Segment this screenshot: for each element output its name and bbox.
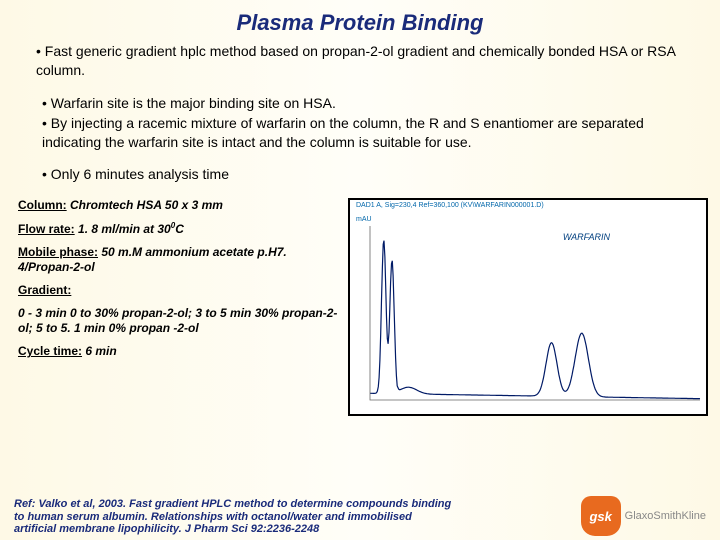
bullet-item: • By injecting a racemic mixture of warf… — [42, 114, 692, 152]
param-value: Chromtech HSA 50 x 3 mm — [70, 198, 223, 212]
bullet-block-3: • Only 6 minutes analysis time — [0, 165, 720, 184]
gsk-badge-icon: gsk — [581, 496, 621, 536]
bullet-block-1: • Fast generic gradient hplc method base… — [0, 42, 720, 80]
bullet-block-2: • Warfarin site is the major binding sit… — [0, 94, 720, 152]
param-name: Gradient: — [18, 283, 71, 297]
param-name: Flow rate: — [18, 222, 75, 236]
bullet-text: By injecting a racemic mixture of warfar… — [42, 115, 644, 150]
param-name: Cycle time: — [18, 344, 82, 358]
chart-axis-unit: mAU — [356, 216, 372, 223]
param-name: Mobile phase: — [18, 245, 98, 259]
bullet-text: Only 6 minutes analysis time — [51, 166, 229, 182]
bullet-text: Fast generic gradient hplc method based … — [36, 43, 675, 78]
param-mobile: Mobile phase: 50 m.M ammonium acetate p.… — [18, 245, 340, 275]
bullet-text: Warfarin site is the major binding site … — [51, 95, 336, 111]
company-name: GlaxoSmithKline — [625, 510, 706, 522]
bullet-item: • Warfarin site is the major binding sit… — [42, 94, 692, 113]
param-column: Column: Chromtech HSA 50 x 3 mm — [18, 198, 340, 213]
reference-text: Ref: Valko et al, 2003. Fast gradient HP… — [14, 498, 454, 536]
chart-compound-label: WARFARIN — [563, 232, 610, 242]
method-params: Column: Chromtech HSA 50 x 3 mm Flow rat… — [18, 198, 340, 416]
param-value: 1. 8 ml/min at 30 — [78, 222, 171, 236]
slide-footer: Ref: Valko et al, 2003. Fast gradient HP… — [0, 496, 720, 536]
chart-header-text: DAD1 A, Sig=230,4 Ref=360,100 (KV\WARFAR… — [356, 202, 544, 209]
param-name: Column: — [18, 198, 67, 212]
param-gradient-label: Gradient: — [18, 283, 340, 298]
bullet-item: • Fast generic gradient hplc method base… — [36, 42, 692, 80]
slide-title: Plasma Protein Binding — [0, 0, 720, 42]
chromatogram-chart: DAD1 A, Sig=230,4 Ref=360,100 (KV\WARFAR… — [348, 198, 708, 416]
param-value: 6 min — [85, 344, 116, 358]
company-logo: gsk GlaxoSmithKline — [581, 496, 706, 536]
chromatogram-svg — [350, 200, 706, 414]
bullet-item: • Only 6 minutes analysis time — [42, 165, 692, 184]
param-gradient-text: 0 - 3 min 0 to 30% propan-2-ol; 3 to 5 m… — [18, 306, 340, 336]
param-flow: Flow rate: 1. 8 ml/min at 300C — [18, 221, 340, 237]
param-cycle: Cycle time: 6 min — [18, 344, 340, 359]
